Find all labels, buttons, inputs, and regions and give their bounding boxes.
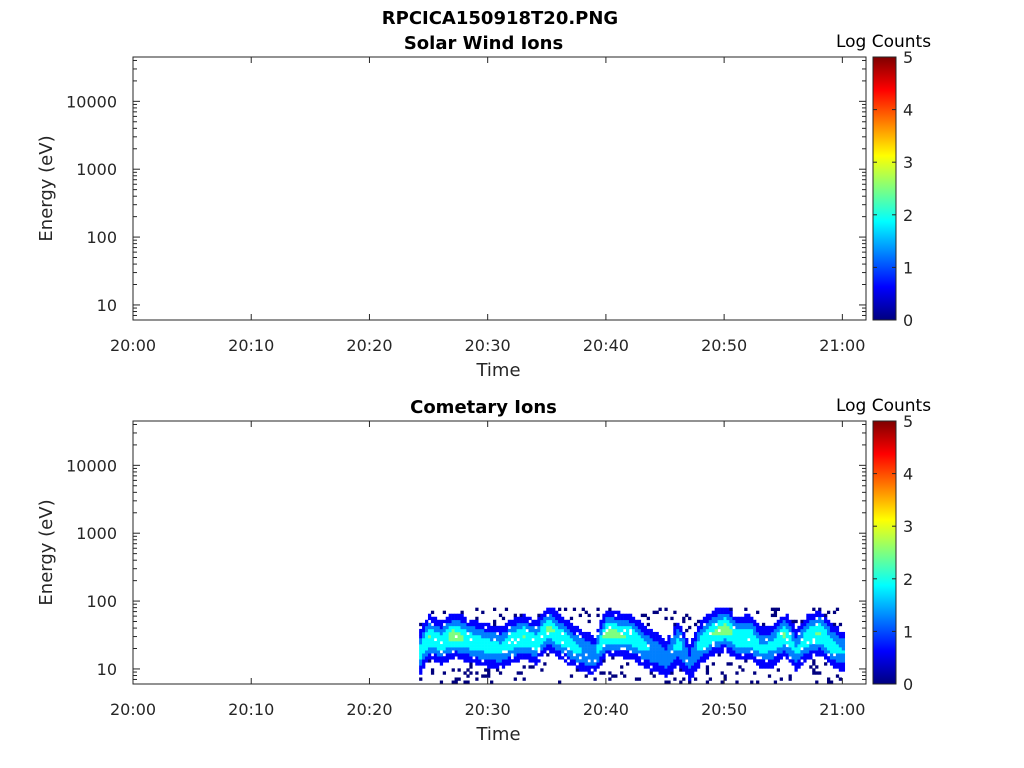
solar-wind-axes-box (132, 56, 867, 321)
cometary-colorbar-tick-label: 4 (903, 465, 913, 484)
solar-wind-y-tick-label: 10000 (66, 92, 117, 111)
solar-wind-colorbar-tick-label: 4 (903, 101, 913, 120)
solar-wind-colorbar-tick-label: 0 (903, 311, 913, 330)
solar-wind-ions-panel: Solar Wind Ions 20:00 20:10 20:20 20:30 20:40… (36, 32, 931, 381)
cometary-x-tick-label: 20:50 (701, 700, 747, 719)
solar-wind-y-tick-label: 1000 (76, 160, 117, 179)
cometary-x-tick-label: 20:00 (110, 700, 156, 719)
solar-wind-x-tick-label: 20:30 (465, 336, 511, 355)
figure-title: RPCICA150918T20.PNG (382, 8, 618, 29)
cometary-y-tick-label: 10000 (66, 456, 117, 475)
cometary-x-tick-label: 20:30 (465, 700, 511, 719)
cometary-colorbar-tick-label: 3 (903, 517, 913, 536)
cometary-x-tick-label: 20:40 (583, 700, 629, 719)
solar-wind-x-tick-label: 20:00 (110, 336, 156, 355)
solar-wind-x-tick-label: 21:00 (819, 336, 865, 355)
cometary-axes-box (132, 420, 867, 685)
solar-wind-x-tick-label: 20:20 (346, 336, 392, 355)
cometary-colorbar-tick-label: 2 (903, 570, 913, 589)
solar-wind-colorbar-tick-label: 1 (903, 258, 913, 277)
cometary-panel-title: Cometary Ions (410, 397, 557, 418)
cometary-colorbar-tick-label: 5 (903, 412, 913, 431)
solar-wind-y-axis-label: Energy (eV) (36, 135, 57, 241)
solar-wind-x-tick-label: 20:10 (228, 336, 274, 355)
solar-wind-y-tick-label: 10 (97, 296, 117, 315)
cometary-x-axis-label: Time (475, 724, 520, 745)
solar-wind-x-tick-label: 20:40 (583, 336, 629, 355)
cometary-colorbar-label: Log Counts (836, 396, 931, 416)
cometary-colorbar-tick-label: 0 (903, 675, 913, 694)
cometary-heatmap-cells (419, 607, 846, 685)
cometary-y-tick-label: 10 (97, 660, 117, 679)
cometary-x-tick-label: 20:20 (346, 700, 392, 719)
cometary-y-axis-label: Energy (eV) (36, 499, 57, 605)
cometary-y-tick-label: 1000 (76, 524, 117, 543)
solar-wind-colorbar-tick-label: 5 (903, 48, 913, 67)
solar-wind-x-tick-label: 20:50 (701, 336, 747, 355)
solar-wind-y-tick-label: 100 (86, 228, 117, 247)
cometary-x-tick-label: 20:10 (228, 700, 274, 719)
solar-wind-x-axis-label: Time (475, 360, 520, 381)
cometary-x-tick-label: 21:00 (819, 700, 865, 719)
solar-wind-colorbar-tick-label: 3 (903, 153, 913, 172)
cometary-y-tick-label: 100 (86, 592, 117, 611)
solar-wind-colorbar-tick-label: 2 (903, 206, 913, 225)
solar-wind-panel-title: Solar Wind Ions (404, 33, 563, 54)
cometary-colorbar-tick-label: 1 (903, 622, 913, 641)
solar-wind-colorbar-label: Log Counts (836, 32, 931, 52)
